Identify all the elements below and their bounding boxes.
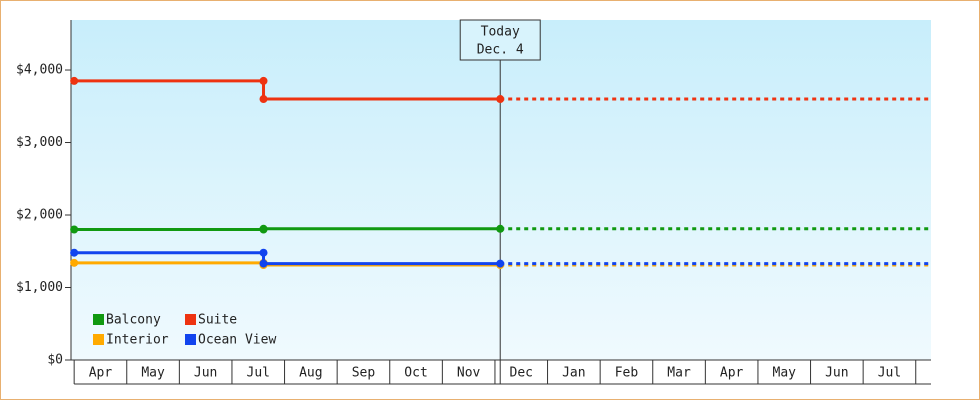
series-line: [74, 251, 501, 266]
x-tick-label: Dec: [510, 366, 533, 381]
y-tick-label: $1,000: [16, 280, 63, 295]
y-tick-label: $0: [47, 353, 63, 368]
legend-swatch: [93, 314, 104, 325]
point: [259, 95, 268, 104]
point: [496, 259, 505, 268]
x-tick-label: Nov: [457, 366, 481, 381]
y-tick-label: $2,000: [16, 208, 63, 223]
legend-label: Suite: [198, 313, 237, 328]
today-date: Dec. 4: [477, 43, 524, 58]
point: [259, 76, 268, 85]
today-label: Today: [481, 25, 520, 40]
point: [259, 224, 268, 233]
legend-swatch: [93, 334, 104, 345]
point: [496, 95, 505, 104]
x-tick-label: Jul: [878, 366, 901, 381]
point: [70, 248, 79, 257]
x-tick-label: Apr: [89, 366, 113, 381]
legend-label: Ocean View: [198, 333, 276, 348]
x-tick-label: Jan: [562, 366, 585, 381]
x-tick-label: Jul: [247, 366, 270, 381]
point: [496, 224, 505, 233]
point: [70, 225, 79, 234]
series-line: [74, 79, 501, 101]
x-tick-label: Aug: [299, 366, 322, 381]
y-tick-label: $4,000: [16, 63, 63, 78]
point: [259, 259, 268, 268]
x-tick-label: Apr: [720, 366, 744, 381]
legend-swatch: [185, 334, 196, 345]
x-tick-label: May: [773, 366, 797, 381]
today-box: [459, 19, 541, 61]
x-tick-label: Sep: [352, 366, 376, 381]
legend-swatch: [185, 314, 196, 325]
legend-label: Balcony: [106, 313, 161, 328]
x-tick-label: Feb: [615, 366, 639, 381]
point: [70, 258, 79, 267]
y-tick-label: $3,000: [16, 135, 63, 150]
plot-area: [71, 20, 931, 360]
series-line: [74, 227, 501, 232]
x-tick-label: May: [141, 366, 165, 381]
point: [259, 248, 268, 257]
x-tick-label: Mar: [667, 366, 691, 381]
x-tick-label: Jun: [194, 366, 217, 381]
legend-label: Interior: [106, 333, 169, 348]
x-tick-label: Jun: [825, 366, 848, 381]
point: [70, 76, 79, 85]
x-tick-label: Oct: [404, 366, 427, 381]
